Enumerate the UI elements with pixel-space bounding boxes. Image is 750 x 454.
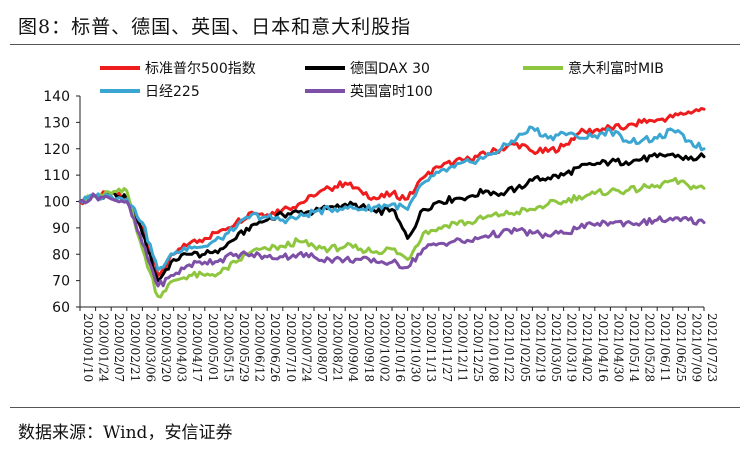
x-tick-label: 2020/10/16 — [393, 313, 407, 382]
x-tick-label: 2021/04/30 — [611, 313, 625, 382]
x-tick-label: 2020/06/26 — [268, 313, 282, 382]
x-tick-label: 2021/05/28 — [643, 313, 657, 382]
x-tick-label: 2020/05/29 — [237, 313, 251, 382]
x-tick-label: 2020/08/07 — [315, 313, 329, 382]
legend-label: 英国富时100 — [350, 83, 433, 100]
x-tick-label: 2020/03/20 — [159, 313, 173, 382]
x-tick-label: 2020/06/12 — [253, 313, 267, 382]
x-tick-label: 2020/02/21 — [128, 313, 142, 382]
x-tick-label: 2021/06/25 — [674, 313, 688, 382]
legend-label: 日经225 — [145, 84, 200, 100]
series-line — [78, 125, 706, 272]
x-tick-label: 2020/05/01 — [206, 313, 220, 382]
x-tick-label: 2021/03/05 — [549, 313, 563, 382]
x-tick-label: 2020/11/13 — [424, 313, 438, 382]
x-tick-label: 2021/04/16 — [596, 313, 610, 382]
x-tick-label: 2020/11/27 — [440, 313, 454, 382]
x-tick-label: 2020/10/02 — [377, 313, 391, 382]
x-tick-label: 2020/02/07 — [112, 313, 126, 382]
bottom-rule — [10, 407, 740, 408]
x-tick-label: 2020/08/21 — [331, 313, 345, 382]
line-chart: 标准普尔500指数 德国DAX 30 意大利富时MIB 日经225 英国富时100 60… — [43, 60, 719, 383]
y-tick-label: 100 — [43, 195, 70, 211]
figure-title: 图8：标普、德国、英国、日本和意大利股指 — [18, 16, 412, 38]
y-tick-label: 140 — [43, 89, 70, 105]
x-tick-label: 2020/05/15 — [221, 313, 235, 382]
legend: 标准普尔500指数 德国DAX 30 意大利富时MIB 日经225 英国富时100 — [100, 60, 664, 100]
y-tick-label: 120 — [43, 142, 70, 158]
y-tick-label: 110 — [43, 168, 70, 184]
legend-label: 标准普尔500指数 — [145, 61, 256, 77]
legend-label: 德国DAX 30 — [350, 61, 430, 77]
x-tick-label: 2020/07/10 — [284, 313, 298, 382]
series-line — [78, 176, 706, 299]
y-tick-label: 80 — [52, 247, 70, 263]
x-tick-label: 2020/04/17 — [190, 313, 204, 382]
top-rule — [10, 44, 740, 45]
x-tick-label: 2021/06/11 — [658, 313, 672, 382]
x-tick-label: 2020/01/10 — [81, 313, 95, 382]
x-tick-label: 2021/02/19 — [533, 313, 547, 382]
x-tick-label: 2020/09/04 — [346, 313, 360, 383]
x-tick-label: 2020/12/25 — [471, 313, 485, 382]
x-tick-label: 2020/09/18 — [362, 313, 376, 382]
x-tick-label: 2021/07/09 — [689, 313, 703, 382]
x-tick-label: 2021/01/22 — [502, 313, 516, 382]
series-lines — [78, 107, 706, 299]
x-tick-label: 2020/12/11 — [455, 313, 469, 382]
series-line — [78, 192, 706, 288]
x-tick-label: 2020/10/30 — [409, 313, 423, 382]
x-tick-label: 2021/02/05 — [518, 313, 532, 382]
x-tick-label: 2020/01/24 — [97, 313, 111, 383]
axes: 60 70 80 90 100 110 120 130 140 2020/01/10 2020/01… — [43, 89, 719, 383]
legend-label: 意大利富时MIB — [568, 60, 664, 77]
y-tick-label: 90 — [52, 221, 70, 237]
x-tick-label: 2021/04/02 — [580, 313, 594, 382]
series-line — [78, 107, 706, 277]
x-tick-label: 2021/03/19 — [565, 313, 579, 382]
x-tick-label: 2021/01/08 — [487, 313, 501, 382]
y-tick-label: 60 — [52, 300, 70, 316]
x-tick-label: 2020/07/24 — [299, 313, 313, 383]
source-note: 数据来源：Wind，安信证券 — [18, 423, 233, 443]
series-line — [78, 152, 706, 283]
y-tick-label: 130 — [43, 115, 70, 131]
x-tick-label: 2021/05/14 — [627, 313, 641, 383]
y-tick-label: 70 — [52, 274, 70, 290]
x-tick-label: 2020/03/06 — [143, 313, 157, 382]
x-tick-label: 2021/07/23 — [705, 313, 719, 382]
x-tick-label: 2020/04/03 — [175, 313, 189, 382]
